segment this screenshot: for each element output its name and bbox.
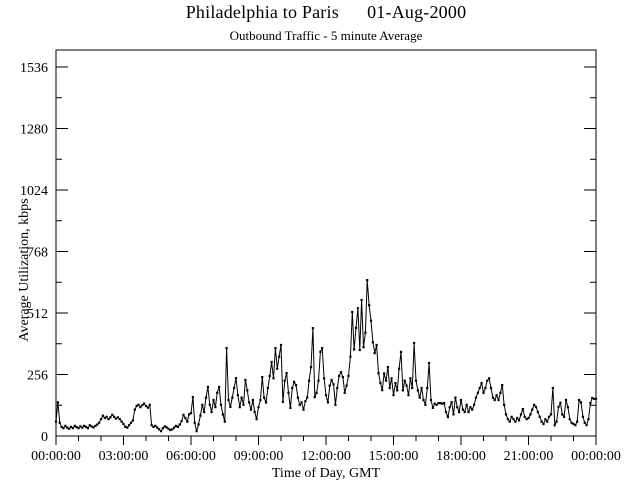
y-tick-label: 1536	[20, 61, 48, 76]
x-tick-label: 09:00:00	[234, 449, 284, 464]
chart-title: Philadelphia to Paris 01-Aug-2000	[185, 2, 467, 22]
y-tick-label: 512	[27, 307, 48, 322]
x-tick-label: 21:00:00	[504, 449, 554, 464]
data-point-markers	[54, 279, 598, 433]
y-tick-label: 768	[27, 246, 48, 261]
x-tick-label: 18:00:00	[436, 449, 486, 464]
chart-subtitle: Outbound Traffic - 5 minute Average	[229, 28, 423, 43]
x-tick-label: 06:00:00	[166, 449, 216, 464]
plot-border	[55, 49, 597, 437]
x-tick-label: 00:00:00	[571, 449, 621, 464]
x-tick-label: 00:00:00	[31, 449, 81, 464]
x-tick-label: 15:00:00	[369, 449, 419, 464]
x-tick-label: 03:00:00	[99, 449, 149, 464]
y-tick-label: 1024	[20, 184, 48, 199]
x-tick-label: 12:00:00	[301, 449, 351, 464]
y-tick-label: 256	[27, 369, 48, 384]
x-axis-title: Time of Day, GMT	[271, 466, 381, 481]
y-tick-label: 1280	[20, 123, 48, 138]
y-tick-label: 0	[41, 430, 48, 445]
traffic-line	[55, 280, 596, 433]
